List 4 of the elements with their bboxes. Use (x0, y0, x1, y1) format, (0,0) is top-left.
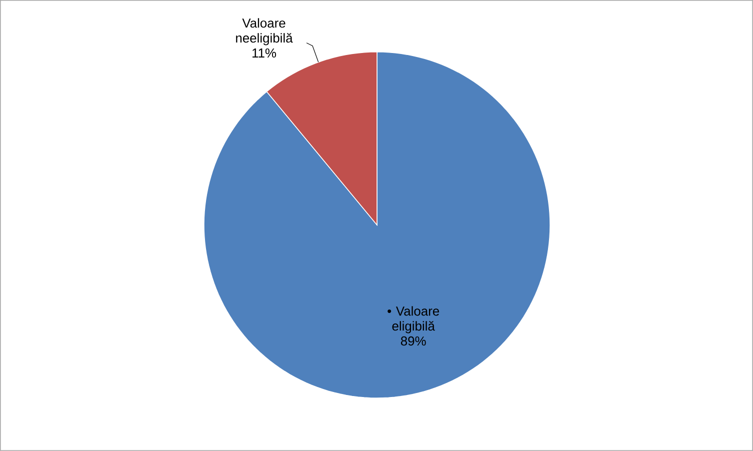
data-label: 11% (252, 48, 276, 58)
slice-label: • Valoare eligibilă (388, 306, 440, 334)
slice-label: Valoare neeligibilă (236, 18, 293, 46)
data-label: 89% (400, 336, 426, 346)
